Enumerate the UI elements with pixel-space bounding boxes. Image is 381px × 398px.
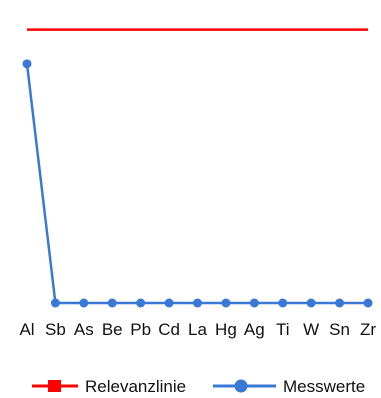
legend-marker-messwerte <box>234 379 248 393</box>
series-line-messwerte <box>25 63 368 305</box>
x-tick-label-cd: Cd <box>158 320 180 339</box>
data-point-messwerte-zr <box>363 298 373 308</box>
data-point-messwerte-be <box>107 298 117 308</box>
legend-label-messwerte: Messwerte <box>283 377 365 396</box>
data-point-messwerte-hg <box>221 298 231 308</box>
x-axis-ticks: Al Sb As Be Pb Cd La Hg Ag Ti W Sn Zr <box>19 320 376 339</box>
legend-marker-relevanzlinie <box>48 380 61 392</box>
data-point-messwerte-ag <box>249 298 259 308</box>
data-point-messwerte-w <box>306 298 316 308</box>
x-tick-label-sn: Sn <box>329 320 350 339</box>
data-point-messwerte-ti <box>278 298 288 308</box>
x-tick-label-al: Al <box>19 320 34 339</box>
data-point-messwerte-al <box>22 59 32 69</box>
x-tick-label-la: La <box>188 320 207 339</box>
series-layer <box>22 28 373 308</box>
x-tick-label-be: Be <box>102 320 123 339</box>
x-tick-label-zr: Zr <box>360 320 376 339</box>
x-tick-label-ti: Ti <box>276 320 290 339</box>
data-point-messwerte-sn <box>335 298 345 308</box>
x-tick-label-as: As <box>74 320 94 339</box>
x-tick-label-w: W <box>303 320 319 339</box>
data-point-messwerte-sb <box>50 298 60 308</box>
data-point-messwerte-pb <box>136 298 146 308</box>
data-point-messwerte-as <box>79 298 89 308</box>
x-tick-label-sb: Sb <box>45 320 66 339</box>
data-point-messwerte-la <box>193 298 202 308</box>
x-tick-label-pb: Pb <box>130 320 151 339</box>
legend: Relevanzlinie Messwerte <box>32 377 365 396</box>
legend-label-relevanzlinie: Relevanzlinie <box>85 377 186 396</box>
data-point-messwerte-cd <box>164 298 174 308</box>
x-tick-label-ag: Ag <box>244 320 265 339</box>
x-tick-label-hg: Hg <box>215 320 237 339</box>
